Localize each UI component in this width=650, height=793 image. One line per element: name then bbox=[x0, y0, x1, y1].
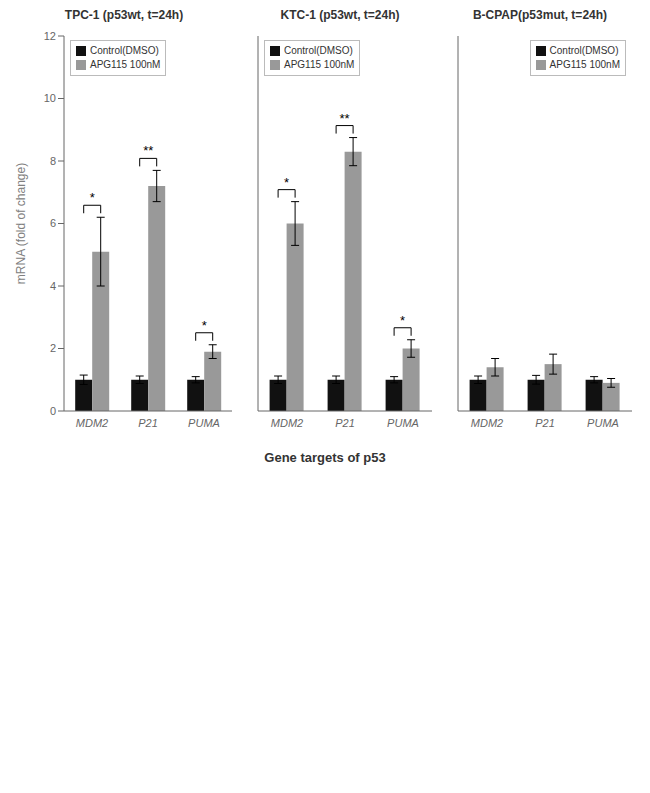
svg-text:PUMA: PUMA bbox=[387, 417, 419, 429]
svg-text:0: 0 bbox=[50, 405, 56, 417]
svg-text:MDM2: MDM2 bbox=[271, 417, 303, 429]
html-text:APG115 100nM: APG115 100nM bbox=[284, 59, 355, 70]
svg-text:**: ** bbox=[340, 111, 350, 126]
html-text:APG115 100nM: APG115 100nM bbox=[90, 59, 161, 70]
svg-text:6: 6 bbox=[50, 217, 56, 229]
svg-text:P21: P21 bbox=[335, 417, 355, 429]
svg-text:PUMA: PUMA bbox=[188, 417, 220, 429]
svg-text:*: * bbox=[90, 190, 95, 205]
svg-text:4: 4 bbox=[50, 280, 56, 292]
svg-text:MDM2: MDM2 bbox=[471, 417, 503, 429]
svg-text:10: 10 bbox=[44, 92, 56, 104]
html-text:Control(DMSO): Control(DMSO) bbox=[284, 45, 353, 56]
svg-text:*: * bbox=[400, 313, 405, 328]
svg-text:P21: P21 bbox=[535, 417, 555, 429]
svg-text:PUMA: PUMA bbox=[587, 417, 619, 429]
svg-text:P21: P21 bbox=[138, 417, 158, 429]
html-text:Control(DMSO): Control(DMSO) bbox=[549, 45, 619, 56]
html-text:KTC-1 (p53wt, t=24h): KTC-1 (p53wt, t=24h) bbox=[280, 8, 400, 22]
html-text:B-CPAP(p53mut, t=24h): B-CPAP(p53mut, t=24h) bbox=[472, 8, 608, 22]
svg-text:**: ** bbox=[143, 143, 153, 158]
svg-text:mRNA (fold of change): mRNA (fold of change) bbox=[14, 163, 28, 284]
html-text:Gene targets of p53: Gene targets of p53 bbox=[264, 450, 386, 465]
svg-text:2: 2 bbox=[50, 342, 56, 354]
svg-text:*: * bbox=[202, 318, 207, 333]
html-text:Control(DMSO): Control(DMSO) bbox=[90, 45, 159, 56]
svg-text:MDM2: MDM2 bbox=[76, 417, 108, 429]
svg-text:12: 12 bbox=[44, 30, 56, 42]
html-text:APG115 100nM: APG115 100nM bbox=[549, 59, 620, 70]
html-text:TPC-1 (p53wt, t=24h): TPC-1 (p53wt, t=24h) bbox=[64, 8, 184, 22]
svg-text:*: * bbox=[284, 175, 289, 190]
svg-text:8: 8 bbox=[50, 155, 56, 167]
